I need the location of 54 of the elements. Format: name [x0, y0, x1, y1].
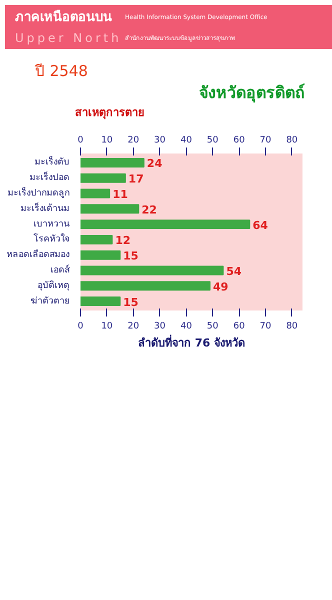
data-label: 15 [123, 296, 138, 309]
data-label: 17 [128, 172, 144, 186]
data-label: 49 [213, 280, 228, 294]
bar [80, 281, 210, 291]
data-label: 15 [123, 250, 138, 263]
chart-subtitle: ปี 2548 [34, 61, 89, 82]
y-tick-label: เบาหวาน [34, 219, 70, 230]
bar [80, 266, 224, 276]
bar [80, 158, 144, 168]
text: Upper North [15, 30, 123, 48]
x-tick-label: 0 [78, 136, 84, 146]
x2-tick-label: 70 [260, 322, 272, 332]
bar [80, 204, 140, 214]
data-label: 11 [112, 188, 128, 202]
y-tick-label: ฆ่าตัวตาย [30, 296, 70, 306]
x-tick-label: 30 [154, 136, 166, 146]
data-label: 12 [115, 234, 131, 248]
x2-tick-label: 30 [154, 322, 166, 332]
y-tick-label: อุบัติเหตุ [38, 280, 70, 291]
y-tick-label: มะเร็งตับ [34, 154, 70, 168]
y-tick-label: เอดส์ [50, 263, 70, 276]
data-label: 24 [146, 157, 163, 170]
x2-tick-label: 0 [78, 322, 84, 332]
y-tick-label: มะเร็งปอด [30, 170, 70, 184]
x-tick-label: 80 [286, 136, 298, 146]
data-label: 22 [142, 203, 157, 216]
text: ภาคเหนือตอนบน [15, 8, 113, 27]
bar [80, 250, 121, 260]
x2-tick-label: 40 [180, 322, 192, 332]
y-tick-label: มะเร็งปากมดลูก [8, 186, 70, 199]
data-label: 54 [226, 264, 242, 278]
bar [80, 220, 250, 230]
y-axis-title: สาเหตุการตาย [74, 105, 145, 121]
x2-tick-label: 50 [206, 322, 219, 332]
data-label: 64 [252, 218, 268, 232]
x2-tick-label: 60 [233, 322, 246, 332]
x2-tick-label: 20 [128, 322, 140, 332]
bar [80, 188, 110, 198]
x-tick-label: 10 [101, 136, 113, 146]
x-tick-label: 50 [206, 136, 219, 146]
x-tick-label: 60 [233, 136, 246, 146]
bar [80, 173, 126, 183]
y-tick-label: หลอดเลือดสมอง [6, 249, 70, 260]
x-tick-label: 20 [128, 136, 140, 146]
bar [80, 234, 113, 244]
x2-tick-label: 10 [101, 322, 113, 332]
y-tick-label: มะเร็งเต้านม [20, 200, 70, 214]
x-axis-title: ลำดับที่จาก 76 จังหวัด [138, 334, 245, 350]
x-tick-label: 40 [180, 136, 192, 146]
x2-tick-label: 80 [286, 322, 298, 332]
bar [80, 296, 121, 306]
x-tick-label: 70 [260, 136, 272, 146]
chart-title: จังหวัดอุตรดิตถ์ [198, 82, 305, 104]
y-tick-label: โรคหัวใจ [34, 234, 70, 245]
